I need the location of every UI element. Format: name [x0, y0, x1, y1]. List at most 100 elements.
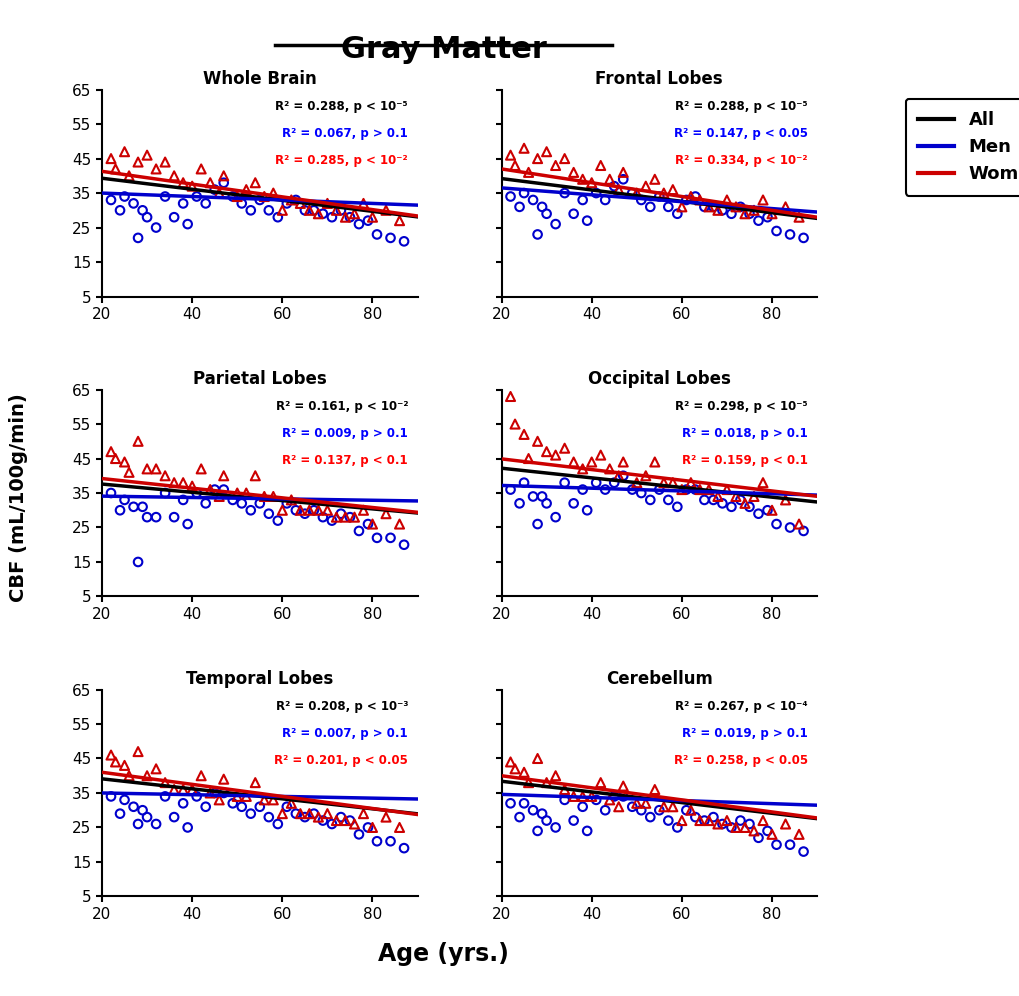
Text: R² = 0.258, p < 0.05: R² = 0.258, p < 0.05	[673, 754, 807, 767]
Point	[337, 209, 354, 225]
Point	[189, 188, 205, 204]
Point	[502, 147, 519, 163]
Point	[291, 806, 308, 822]
Point	[328, 813, 344, 829]
Point	[157, 485, 173, 501]
Point	[198, 195, 214, 211]
Point	[364, 516, 380, 532]
Point	[323, 513, 339, 529]
Point	[261, 506, 277, 522]
Point	[687, 482, 703, 498]
Text: R² = 0.019, p > 0.1: R² = 0.019, p > 0.1	[682, 727, 807, 740]
Point	[673, 482, 689, 498]
Point	[269, 513, 285, 529]
Point	[583, 789, 599, 805]
Point	[121, 768, 138, 784]
Point	[574, 799, 590, 815]
Point	[547, 157, 564, 173]
Point	[556, 792, 573, 808]
Point	[256, 792, 272, 808]
Point	[243, 502, 259, 518]
Point	[592, 775, 608, 791]
Point	[148, 761, 164, 777]
Point	[355, 502, 371, 518]
Text: R² = 0.288, p < 10⁻⁵: R² = 0.288, p < 10⁻⁵	[275, 100, 408, 113]
Point	[556, 185, 573, 201]
Point	[750, 830, 766, 846]
Point	[533, 199, 549, 215]
Point	[175, 475, 192, 491]
Text: R² = 0.288, p < 10⁻⁵: R² = 0.288, p < 10⁻⁵	[675, 100, 807, 113]
Point	[556, 440, 573, 456]
Point	[538, 143, 554, 159]
Point	[332, 809, 348, 825]
Point	[776, 816, 793, 832]
Point	[252, 799, 268, 815]
Point	[224, 188, 240, 204]
Point	[139, 209, 155, 225]
Point	[233, 195, 250, 211]
Point	[274, 806, 290, 822]
Point	[175, 492, 192, 508]
Point	[538, 206, 554, 222]
Point	[116, 143, 132, 159]
Text: R² = 0.007, p > 0.1: R² = 0.007, p > 0.1	[282, 727, 408, 740]
Point	[206, 785, 222, 801]
Title: Temporal Lobes: Temporal Lobes	[186, 670, 333, 688]
Text: R² = 0.018, p > 0.1: R² = 0.018, p > 0.1	[682, 427, 807, 440]
Point	[637, 796, 653, 812]
Point	[511, 495, 527, 511]
Point	[696, 492, 712, 508]
Point	[610, 468, 627, 484]
Point	[211, 792, 227, 808]
Point	[112, 806, 128, 822]
Point	[202, 785, 218, 801]
Point	[129, 154, 146, 170]
Point	[107, 161, 123, 177]
Point	[596, 482, 612, 498]
Point	[596, 802, 612, 818]
Point	[565, 495, 581, 511]
Point	[659, 492, 676, 508]
Point	[520, 775, 536, 791]
Point	[700, 813, 716, 829]
Point	[315, 813, 331, 829]
Point	[664, 799, 681, 815]
Point	[732, 199, 748, 215]
Point	[605, 789, 622, 805]
Point	[332, 506, 348, 522]
Point	[547, 820, 564, 836]
Point	[588, 792, 604, 808]
Point	[605, 475, 622, 491]
Point	[758, 502, 774, 518]
Point	[605, 178, 622, 194]
Point	[718, 482, 735, 498]
Point	[678, 802, 694, 818]
Point	[121, 168, 138, 184]
Point	[502, 388, 519, 404]
Point	[278, 495, 294, 511]
Point	[256, 488, 272, 504]
Point	[565, 813, 581, 829]
Point	[328, 509, 344, 525]
Point	[624, 185, 640, 201]
Point	[713, 202, 730, 218]
Point	[261, 809, 277, 825]
Point	[211, 185, 227, 201]
Point	[377, 202, 393, 218]
Point	[614, 164, 631, 180]
Point	[728, 488, 744, 504]
Point	[306, 502, 322, 518]
Point	[614, 454, 631, 470]
Point	[319, 806, 335, 822]
Point	[148, 161, 164, 177]
Point	[516, 140, 532, 156]
Point	[583, 454, 599, 470]
Point	[315, 509, 331, 525]
Point	[610, 799, 627, 815]
Point	[183, 782, 200, 798]
Point	[291, 195, 308, 211]
Point	[261, 202, 277, 218]
Point	[116, 188, 132, 204]
Point	[301, 502, 317, 518]
